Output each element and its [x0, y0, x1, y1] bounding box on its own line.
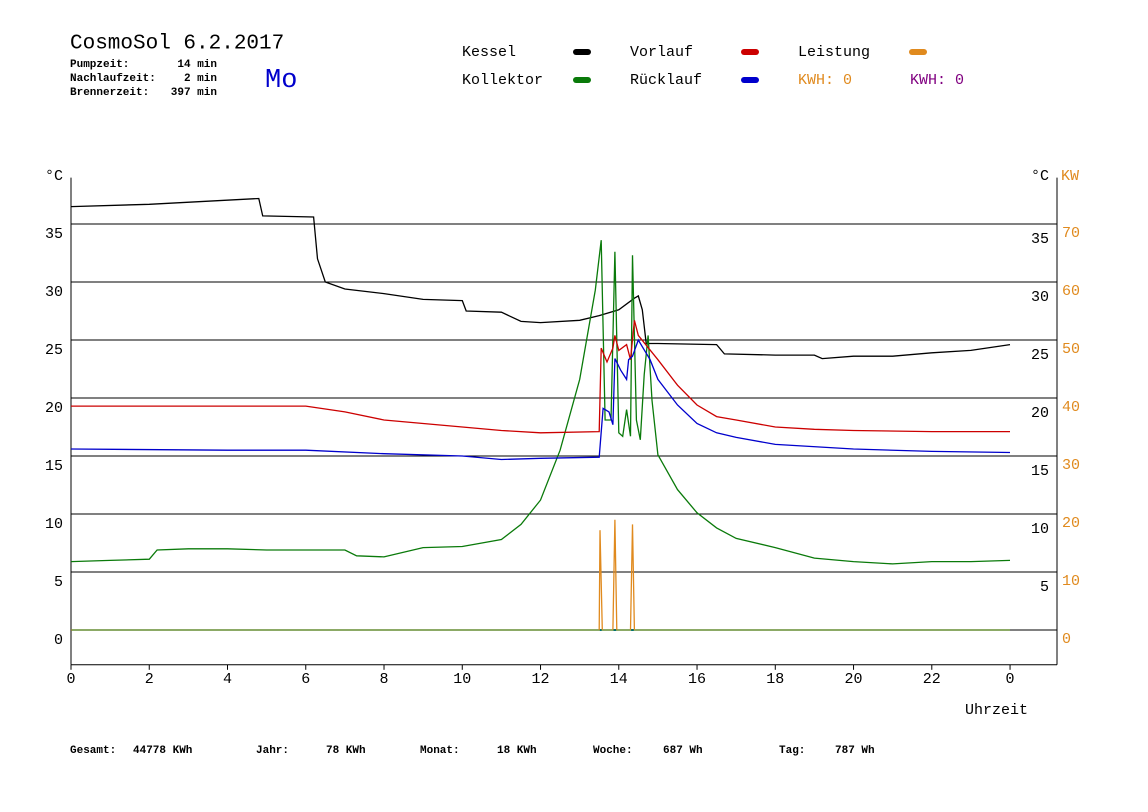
- x-tick-label: 22: [923, 671, 941, 688]
- y-tick-label: 0: [54, 632, 63, 649]
- y-tick-label: 25: [45, 342, 63, 359]
- x-tick-label: 18: [766, 671, 784, 688]
- y-tick-label: 15: [45, 458, 63, 475]
- stat-value: 397 min: [171, 87, 217, 99]
- x-tick-label: 6: [301, 671, 310, 688]
- footer-value: 18 KWh: [497, 745, 537, 757]
- legend-label: Rücklauf: [630, 72, 702, 89]
- day: Mo: [265, 66, 297, 96]
- footer-value: 687 Wh: [663, 745, 703, 757]
- x-tick-label: 20: [845, 671, 863, 688]
- y-tick-label-right: 15: [1031, 463, 1049, 480]
- series-line: [70, 338, 1011, 461]
- footer-value: 78 KWh: [326, 745, 366, 757]
- footer-label: Tag:: [779, 745, 805, 757]
- y2-tick-label: 50: [1062, 341, 1080, 358]
- series-line: [71, 519, 1010, 631]
- legend-label: Kessel: [462, 44, 516, 61]
- legend-label: Vorlauf: [630, 44, 693, 61]
- title: CosmoSol 6.2.2017: [70, 33, 284, 56]
- footer-value: 787 Wh: [835, 745, 875, 757]
- y2-tick-label: 10: [1062, 573, 1080, 590]
- legend-label: Leistung: [798, 44, 870, 61]
- y2-tick-label: 60: [1062, 283, 1080, 300]
- series-line: [71, 320, 1010, 434]
- x-tick-label: 8: [380, 671, 389, 688]
- footer-label: Monat:: [420, 745, 460, 757]
- y-axis-label: °C: [45, 168, 63, 185]
- y-tick-label-right: 10: [1031, 521, 1049, 538]
- x-tick-label: 12: [532, 671, 550, 688]
- y-tick-label-right: 5: [1040, 579, 1049, 596]
- x-tick-label: 4: [223, 671, 232, 688]
- y2-axis-label: KW: [1061, 168, 1079, 185]
- y-tick-label: 5: [54, 574, 63, 591]
- footer-label: Woche:: [593, 745, 633, 757]
- x-axis-label: Uhrzeit: [965, 702, 1028, 719]
- y2-tick-label: 0: [1062, 631, 1071, 648]
- stat-label: Pumpzeit:: [70, 59, 129, 71]
- x-tick-label: 14: [610, 671, 628, 688]
- x-tick-label: 0: [66, 671, 75, 688]
- y2-tick-label: 70: [1062, 225, 1080, 242]
- x-tick-label: 16: [688, 671, 706, 688]
- y-tick-label-right: 35: [1031, 231, 1049, 248]
- y2-tick-label: 20: [1062, 515, 1080, 532]
- footer-value: 44778 KWh: [133, 745, 192, 757]
- legend-label: Kollektor: [462, 72, 543, 89]
- y-tick-label: 30: [45, 284, 63, 301]
- stat-label: Nachlaufzeit:: [70, 73, 156, 85]
- series-line: [70, 240, 1011, 565]
- kwh-label: KWH: 0: [798, 72, 852, 89]
- stat-value: 14 min: [177, 59, 217, 71]
- x-tick-label: 10: [453, 671, 471, 688]
- y2-tick-label: 30: [1062, 457, 1080, 474]
- kwh-label: KWH: 0: [910, 72, 964, 89]
- y-tick-label-right: 25: [1031, 347, 1049, 364]
- y-tick-label: 20: [45, 400, 63, 417]
- y2-axis-unit: °C: [1031, 168, 1049, 185]
- stat-label: Brennerzeit:: [70, 87, 149, 99]
- footer-label: Gesamt:: [70, 745, 116, 757]
- footer-label: Jahr:: [256, 745, 289, 757]
- y2-tick-label: 40: [1062, 399, 1080, 416]
- x-tick-label: 0: [1006, 671, 1015, 688]
- y-tick-label: 10: [45, 516, 63, 533]
- y-tick-label-right: 20: [1031, 405, 1049, 422]
- series-line: [70, 197, 1011, 360]
- stat-value: 2 min: [184, 73, 217, 85]
- x-tick-label: 2: [145, 671, 154, 688]
- y-tick-label: 35: [45, 226, 63, 243]
- y-tick-label-right: 30: [1031, 289, 1049, 306]
